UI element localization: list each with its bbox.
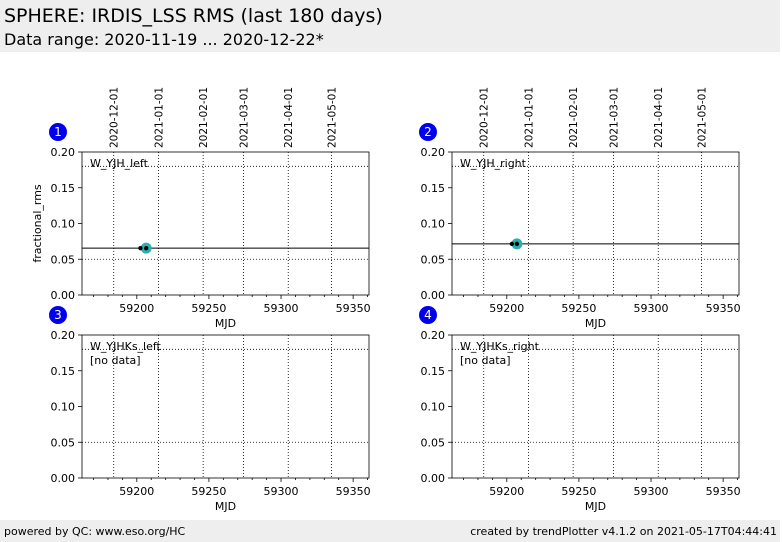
top-date-label: 2021-05-01	[697, 87, 709, 148]
page-footer: powered by QC: www.eso.org/HC created by…	[0, 520, 780, 542]
x-tick-label: 59250	[561, 302, 596, 315]
y-tick-label: 0.05	[51, 436, 76, 449]
y-tick-label: 0.15	[421, 182, 446, 195]
panel-badge-number: 3	[54, 308, 62, 322]
panel-badge	[49, 306, 67, 324]
series-label: W_YJHKs_left	[90, 340, 162, 353]
y-tick-label: 0.15	[51, 182, 76, 195]
top-date-label: 2021-04-01	[653, 87, 665, 148]
top-date-label: 2020-12-01	[479, 87, 491, 148]
x-tick-label: 59300	[264, 485, 299, 498]
series-label: W_YJHKs_right	[460, 340, 540, 353]
data-point	[143, 245, 149, 251]
x-tick-label: 59350	[706, 485, 741, 498]
series-label: W_YJH_right	[460, 157, 527, 170]
x-axis-label: MJD	[585, 317, 606, 330]
x-axis-label: MJD	[585, 500, 606, 513]
x-axis-label: MJD	[215, 500, 236, 513]
x-tick-label: 59300	[264, 302, 299, 315]
no-data-label: [no data]	[460, 354, 511, 367]
x-tick-label: 59300	[634, 485, 669, 498]
y-tick-label: 0.10	[51, 218, 76, 231]
panel-badge-number: 2	[424, 125, 432, 139]
page-title: SPHERE: IRDIS_LSS RMS (last 180 days)	[4, 5, 383, 27]
y-tick-label: 0.00	[51, 289, 76, 302]
no-data-label: [no data]	[90, 354, 141, 367]
chart-panel-3: 3 0.00 0.05 0.10 0.15 0.20 59200 59250 59300 5935…	[49, 306, 371, 513]
panel-badge	[49, 123, 67, 141]
plot-frame	[81, 151, 370, 296]
chart-panel-4: 4 0.00 0.05 0.10 0.15 0.20 59200 59250 59300 5935…	[419, 306, 741, 513]
y-tick-label: 0.20	[51, 146, 76, 159]
panel-badge	[419, 306, 437, 324]
top-date-label: 2021-03-01	[609, 87, 621, 148]
footer-created-by: created by trendPlotter v4.1.2 on 2021-0…	[470, 525, 777, 538]
x-tick-label: 59300	[634, 302, 669, 315]
y-tick-label: 0.20	[421, 146, 446, 159]
x-tick-label: 59200	[489, 485, 524, 498]
x-tick-label: 59350	[336, 485, 371, 498]
y-tick-label: 0.10	[51, 401, 76, 414]
x-tick-label: 59350	[336, 302, 371, 315]
y-tick-label: 0.00	[421, 472, 446, 485]
plot-frame	[451, 151, 740, 296]
top-date-label: 2021-01-01	[523, 87, 535, 148]
y-axis-label: fractional_rms	[31, 184, 44, 263]
y-tick-label: 0.10	[421, 401, 446, 414]
top-date-label: 2021-05-01	[327, 87, 339, 148]
top-date-label: 2021-02-01	[198, 87, 210, 148]
y-tick-label: 0.20	[51, 329, 76, 342]
panel-badge-number: 1	[54, 125, 62, 139]
y-tick-label: 0.15	[421, 365, 446, 378]
x-tick-label: 59250	[561, 485, 596, 498]
y-tick-label: 0.00	[51, 472, 76, 485]
y-tick-label: 0.05	[421, 253, 446, 266]
top-date-label: 2021-03-01	[239, 87, 251, 148]
x-tick-label: 59200	[119, 485, 154, 498]
x-tick-label: 59200	[119, 302, 154, 315]
panel-badge-number: 4	[424, 308, 432, 322]
y-tick-label: 0.05	[421, 436, 446, 449]
top-date-label: 2021-02-01	[568, 87, 580, 148]
data-point	[138, 245, 143, 251]
y-tick-label: 0.05	[51, 253, 76, 266]
series-label: W_YJH_left	[90, 157, 149, 170]
footer-powered-by: powered by QC: www.eso.org/HC	[4, 525, 186, 538]
data-range-subtitle: Data range: 2020-11-19 ... 2020-12-22*	[4, 30, 324, 49]
x-tick-label: 59250	[191, 302, 226, 315]
x-axis-label: MJD	[215, 317, 236, 330]
y-tick-label: 0.15	[51, 365, 76, 378]
x-tick-label: 59200	[489, 302, 524, 315]
data-point	[509, 241, 515, 247]
top-date-label: 2020-12-01	[109, 87, 121, 148]
data-point	[514, 241, 520, 247]
y-tick-label: 0.20	[421, 329, 446, 342]
x-tick-label: 59250	[191, 485, 226, 498]
top-date-label: 2021-04-01	[283, 87, 295, 148]
chart-panel-2: 2 2020-12-01 2021-01-01 2021-02-01 2021-03-0…	[419, 87, 741, 330]
y-tick-label: 0.00	[421, 289, 446, 302]
chart-panel-1: 1 2020-12-01 2021-01-01 2021-02-01 2021-03-0…	[31, 87, 371, 330]
y-tick-label: 0.10	[421, 218, 446, 231]
page-header: SPHERE: IRDIS_LSS RMS (last 180 days) Da…	[0, 0, 782, 52]
x-tick-label: 59350	[706, 302, 741, 315]
top-date-label: 2021-01-01	[153, 87, 165, 148]
panel-badge	[419, 123, 437, 141]
